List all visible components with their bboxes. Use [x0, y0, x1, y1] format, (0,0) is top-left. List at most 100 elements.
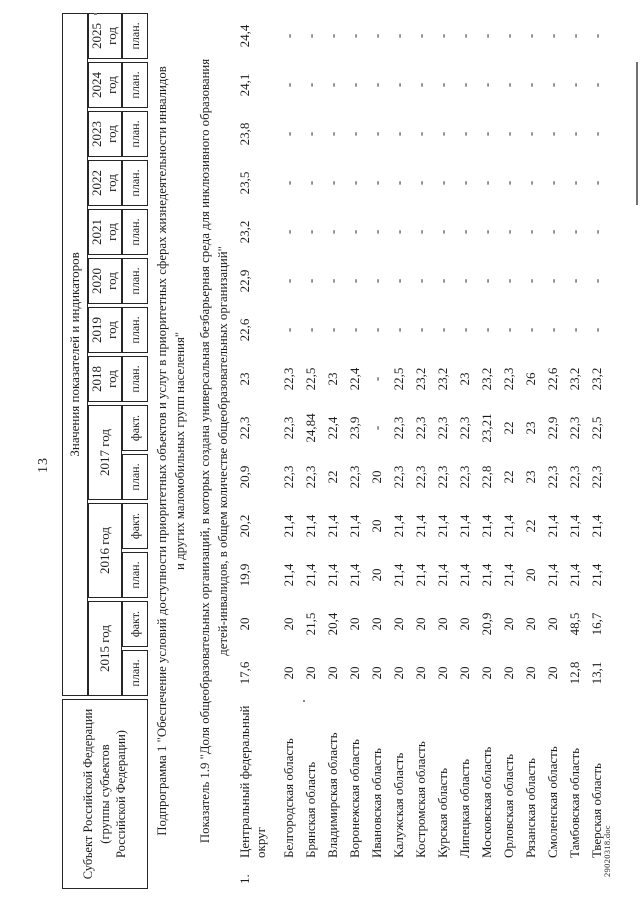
value-cell: - [434, 33, 450, 39]
value-cell: - [390, 278, 406, 284]
value-cell: 22,5 [302, 367, 318, 391]
year-header-cell: 2024 год [88, 62, 122, 108]
value-cell: - [566, 180, 582, 186]
value-cell: - [500, 131, 516, 137]
region-name-wrap: Калужская область [391, 701, 407, 887]
value-cell: 22,4 [324, 416, 340, 440]
region-name-cell: Курская область [433, 699, 455, 889]
value-cell: - [500, 33, 516, 39]
value-cell: - [478, 229, 494, 235]
value-cell: 22,8 [478, 465, 494, 489]
value-cell: - [478, 327, 494, 333]
region-name-wrap: Тамбовская область [567, 701, 583, 887]
value-cell: 21,4 [412, 563, 428, 587]
region-name: Орловская область [500, 753, 516, 858]
value-cell: 20,4 [324, 612, 340, 636]
value-cell: - [456, 180, 472, 186]
value-cell: 21,4 [412, 514, 428, 538]
indicator-title-row: Показатель 1.9 "Доля общеобразовательных… [191, 13, 234, 889]
region-name: Брянская область [302, 761, 318, 858]
value-cell: - [434, 131, 450, 137]
value-cell: - [346, 180, 362, 186]
value-cell: - [412, 180, 428, 186]
value-cell: 21,4 [280, 514, 296, 538]
value-cell: 21,5 [302, 612, 318, 636]
value-cell: 20 [368, 666, 384, 680]
value-cell: - [324, 278, 340, 284]
value-cell: - [478, 131, 494, 137]
value-cell: 20 [368, 519, 384, 533]
value-cell: 21,4 [566, 514, 582, 538]
value-cell: 20 [280, 617, 296, 631]
value-cell: 22,9 [236, 269, 252, 293]
region-name-cell: Костромская область [411, 699, 433, 889]
value-cell: - [544, 229, 560, 235]
value-cell: - [302, 82, 318, 88]
value-cell: - [346, 82, 362, 88]
value-cell: 22,3 [456, 465, 472, 489]
value-cell: 22,3 [434, 416, 450, 440]
year-header-cell: 2015 год [88, 601, 122, 696]
value-cell: 22,3 [280, 367, 296, 391]
value-cell: 21,4 [324, 514, 340, 538]
value-cell: 23,2 [588, 367, 604, 391]
region-name: Белгородская область [280, 738, 296, 858]
value-cell: - [566, 82, 582, 88]
value-cell: 23,2 [478, 367, 494, 391]
value-cell: - [588, 33, 604, 39]
value-cell: - [588, 180, 604, 186]
table-row: Ивановская область 20 20 20 20 20 - - - - - - - - - [367, 13, 389, 889]
table-row: Рязанская область 20 20 20 22 23 23 26 - - - - - - - [521, 13, 543, 889]
row-number: 1. [236, 874, 252, 884]
region-name-wrap: Белгородская область [281, 701, 297, 887]
value-cell: 20 [434, 666, 450, 680]
value-cell: 21,4 [478, 563, 494, 587]
value-cell: - [324, 327, 340, 333]
region-name-cell: Брянская область [301, 699, 323, 889]
value-cell: 24,1 [236, 73, 252, 97]
value-cell: - [368, 180, 384, 186]
year-header-cell: 2021 год [88, 209, 122, 255]
header-row-top: Субъект Российской Федерации (группы суб… [62, 12, 148, 889]
value-cell: - [346, 327, 362, 333]
value-cell: - [280, 229, 296, 235]
value-cell: - [566, 229, 582, 235]
table-row: Курская область 20 20 21,4 21,4 22,3 22,3 23,2 -… [433, 13, 455, 889]
value-cell: 21,4 [434, 563, 450, 587]
value-cell: 21,4 [544, 514, 560, 538]
value-cell: 20 [544, 617, 560, 631]
value-cell: - [368, 376, 384, 382]
year-header-cell: 2020 год [88, 258, 122, 304]
plan-fact-header-cell: план. [122, 650, 148, 696]
value-cell: 12,8 [566, 661, 582, 685]
value-cell: 22,3 [390, 465, 406, 489]
value-cell: 21,4 [346, 563, 362, 587]
table-row: Воронежская область 20 20 21,4 21,4 22,3 23,9 2… [345, 13, 367, 889]
value-cell: - [566, 33, 582, 39]
region-name-cell: Ивановская область [367, 699, 389, 889]
value-cell: - [522, 229, 538, 235]
values-header-cell: Значения показателей и индикаторов [62, 12, 88, 696]
value-cell: 20 [522, 666, 538, 680]
region-name: Центральный федеральный округ [236, 705, 268, 858]
value-cell: - [324, 82, 340, 88]
region-name-wrap: Липецкая область [457, 701, 473, 887]
value-cell: - [280, 131, 296, 137]
value-cell: - [302, 229, 318, 235]
value-cell: 22,3 [280, 465, 296, 489]
region-name-cell: Белгородская область [279, 699, 301, 889]
value-cell: 23 [522, 470, 538, 484]
value-cell: 21,4 [456, 563, 472, 587]
value-cell: - [500, 229, 516, 235]
region-name: Рязанская область [522, 758, 538, 858]
value-cell: - [588, 82, 604, 88]
plan-fact-header-cell: план. [122, 356, 148, 402]
plan-fact-header-cell: факт. [122, 601, 148, 647]
value-cell: 24,84 [302, 413, 318, 443]
region-name-wrap: Курская область [435, 701, 451, 887]
region-name: Смоленская область [544, 746, 560, 858]
value-cell: 19,9 [236, 563, 252, 587]
value-cell: 22,3 [280, 416, 296, 440]
scan-artifact-speck [303, 700, 305, 702]
value-cell: - [522, 180, 538, 186]
